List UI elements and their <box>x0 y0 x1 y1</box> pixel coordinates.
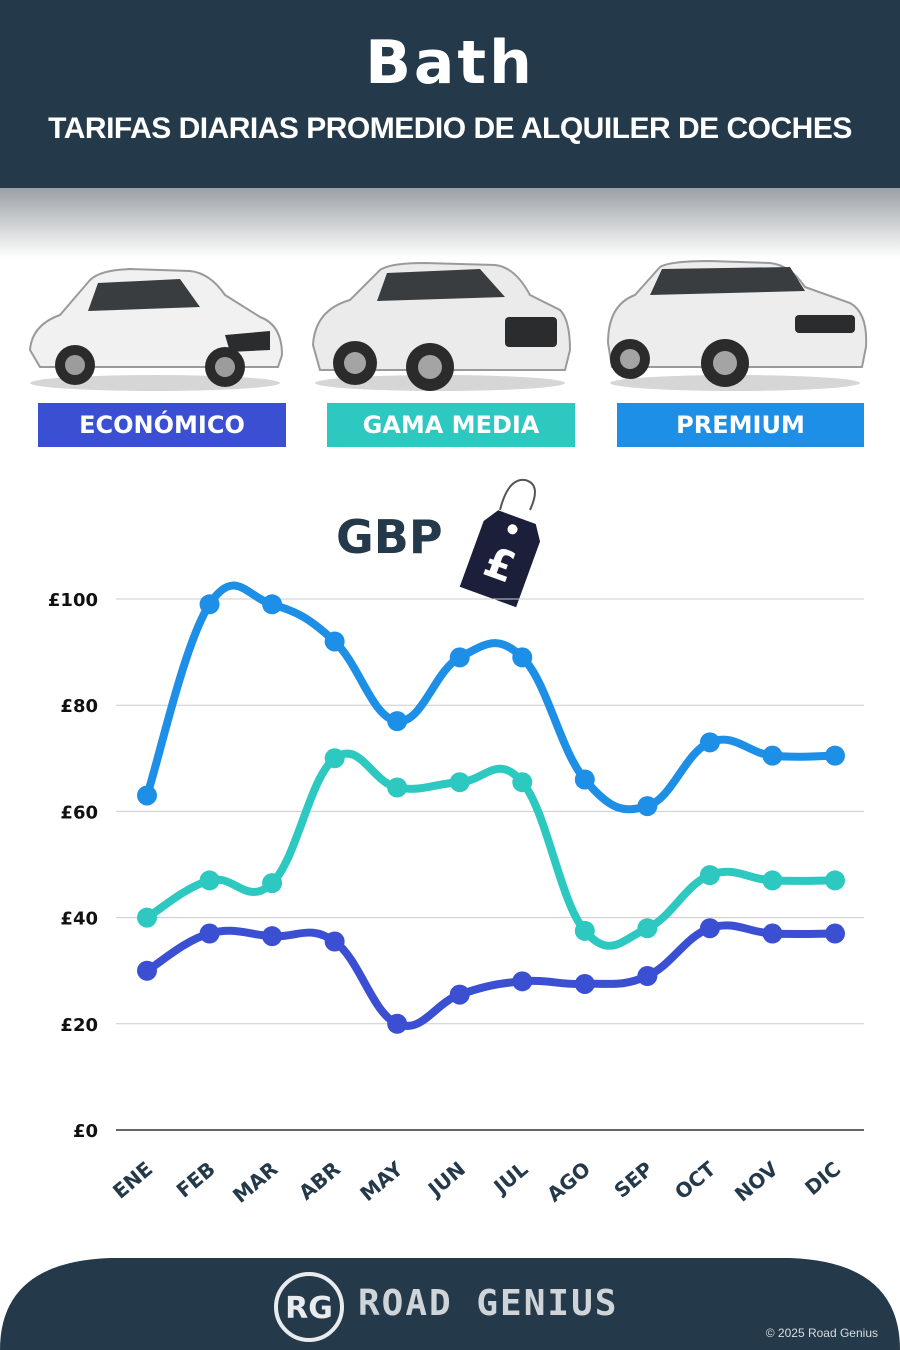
page-title: Bath <box>365 28 535 98</box>
data-point <box>762 870 783 891</box>
data-point <box>512 971 533 992</box>
x-tick-label: ABR <box>294 1157 345 1205</box>
x-tick-label: JUN <box>422 1157 470 1203</box>
data-point <box>199 870 220 891</box>
header-shadow <box>0 188 900 258</box>
data-point <box>825 870 845 891</box>
data-point <box>324 631 345 652</box>
y-tick-label: £40 <box>60 909 98 930</box>
data-point <box>574 769 595 790</box>
midsize-car-image <box>311 261 572 391</box>
brand-name: ROAD GENIUS <box>358 1283 619 1324</box>
data-point <box>387 711 408 732</box>
x-tick-label: AGO <box>542 1157 595 1207</box>
y-tick-label: £0 <box>73 1121 98 1142</box>
logo-initials: RG <box>285 1291 333 1326</box>
data-point <box>199 594 220 615</box>
data-point <box>699 918 720 939</box>
y-tick-label: £60 <box>60 802 98 823</box>
data-point <box>512 772 533 793</box>
data-point <box>262 926 283 947</box>
x-tick-label: ENE <box>108 1157 157 1204</box>
badge-economy: ECONÓMICO <box>38 403 286 447</box>
data-point <box>699 732 720 753</box>
price-tag-icon: £ <box>459 478 541 608</box>
data-point <box>449 647 470 668</box>
header-banner <box>0 0 900 188</box>
data-point <box>637 796 658 817</box>
data-point <box>137 785 157 806</box>
data-point <box>137 960 157 981</box>
x-tick-label: OCT <box>670 1156 720 1204</box>
x-tick-label: FEB <box>172 1157 220 1203</box>
y-tick-label: £20 <box>60 1015 98 1036</box>
data-point <box>762 745 783 766</box>
x-tick-label: JUL <box>488 1157 533 1200</box>
data-point <box>574 973 595 994</box>
data-point <box>262 873 283 894</box>
x-tick-label: NOV <box>730 1156 783 1206</box>
line-chart: £0 £20 £40 £60 £80 £100 ENE FEB MAR ABR MAY JUN JUL A… <box>48 581 864 1208</box>
series-line <box>143 581 839 814</box>
data-point <box>324 931 345 952</box>
x-tick-label: MAR <box>228 1157 282 1208</box>
data-point <box>637 918 658 939</box>
data-point <box>699 865 720 886</box>
data-point <box>825 745 845 766</box>
data-point <box>512 647 533 668</box>
data-point <box>387 777 408 798</box>
y-tick-label: £100 <box>48 590 98 611</box>
data-point <box>324 748 345 769</box>
x-tick-label: SEP <box>609 1157 657 1203</box>
x-tick-label: DIC <box>800 1157 845 1200</box>
series-line <box>143 921 839 1030</box>
page-subtitle: TARIFAS DIARIAS PROMEDIO DE ALQUILER DE … <box>48 112 852 145</box>
badge-premium: PREMIUM <box>617 403 864 447</box>
data-point <box>637 966 658 987</box>
premium-car-image <box>606 259 868 391</box>
x-tick-label: MAY <box>355 1156 408 1206</box>
data-point <box>825 923 845 944</box>
currency-label: GBP <box>336 510 443 564</box>
series-line <box>143 749 839 950</box>
data-point <box>137 907 157 928</box>
data-point <box>199 923 220 944</box>
data-point <box>262 594 283 615</box>
data-point <box>387 1013 408 1034</box>
data-point <box>574 920 595 941</box>
data-point <box>762 923 783 944</box>
footer-bar <box>0 1258 900 1350</box>
copyright: © 2025 Road Genius <box>765 1326 878 1340</box>
y-tick-label: £80 <box>60 696 98 717</box>
badge-midsize: GAMA MEDIA <box>327 403 575 447</box>
data-point <box>449 984 470 1005</box>
road-genius-logo: RG <box>274 1272 344 1342</box>
economy-car-image <box>28 267 284 391</box>
data-point <box>449 772 470 793</box>
